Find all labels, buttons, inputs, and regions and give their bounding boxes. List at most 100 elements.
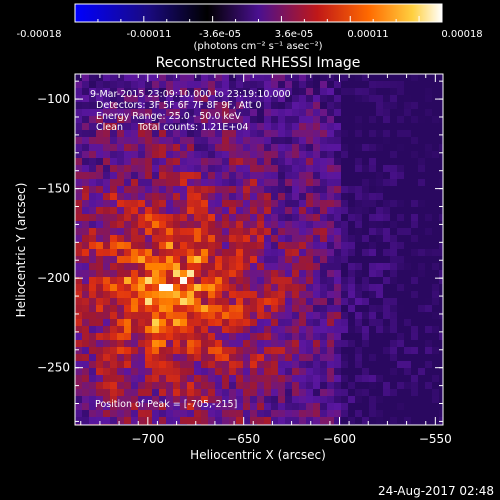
heatmap-cell (355, 284, 362, 291)
heatmap-cell (390, 417, 397, 424)
heatmap-cell (229, 158, 236, 165)
heatmap-cell (341, 326, 348, 333)
heatmap-cell (138, 410, 145, 417)
heatmap-cell (236, 340, 243, 347)
heatmap-cell (194, 270, 201, 277)
heatmap-cell (222, 403, 229, 410)
heatmap-cell (418, 403, 425, 410)
heatmap-cell (82, 81, 89, 88)
heatmap-cell (348, 256, 355, 263)
heatmap-cell (124, 102, 131, 109)
heatmap-cell (390, 298, 397, 305)
heatmap-cell (208, 200, 215, 207)
heatmap-cell (96, 410, 103, 417)
heatmap-cell (397, 165, 404, 172)
heatmap-cell (124, 375, 131, 382)
heatmap-cell (117, 347, 124, 354)
heatmap-cell (418, 165, 425, 172)
heatmap-cell (432, 298, 439, 305)
heatmap-cell (75, 214, 82, 221)
heatmap-cell (397, 389, 404, 396)
heatmap-cell (439, 396, 443, 403)
heatmap-cell (355, 340, 362, 347)
heatmap-cell (236, 102, 243, 109)
heatmap-cell (222, 102, 229, 109)
heatmap-cell (187, 249, 194, 256)
heatmap-cell (138, 263, 145, 270)
heatmap-cell (397, 81, 404, 88)
heatmap-cell (439, 200, 443, 207)
heatmap-cell (243, 326, 250, 333)
heatmap-cell (355, 123, 362, 130)
heatmap-cell (299, 361, 306, 368)
heatmap-cell (425, 326, 432, 333)
heatmap-cell (425, 263, 432, 270)
heatmap-cell (152, 193, 159, 200)
heatmap-cell (292, 396, 299, 403)
heatmap-cell (362, 235, 369, 242)
heatmap-cell (187, 305, 194, 312)
heatmap-cell (194, 249, 201, 256)
heatmap-cell (425, 193, 432, 200)
heatmap-cell (89, 88, 96, 95)
heatmap-cell (299, 200, 306, 207)
heatmap-cell (404, 305, 411, 312)
heatmap-cell (173, 382, 180, 389)
heatmap-cell (201, 228, 208, 235)
heatmap-cell (425, 361, 432, 368)
heatmap-cell (173, 347, 180, 354)
heatmap-cell (404, 214, 411, 221)
heatmap-cell (89, 396, 96, 403)
heatmap-cell (404, 347, 411, 354)
heatmap-cell (362, 193, 369, 200)
heatmap-cell (131, 375, 138, 382)
heatmap-cell (306, 249, 313, 256)
heatmap-cell (117, 417, 124, 424)
heatmap-cell (376, 207, 383, 214)
heatmap-cell (425, 102, 432, 109)
heatmap-cell (96, 417, 103, 424)
heatmap-cell (166, 382, 173, 389)
heatmap-cell (362, 256, 369, 263)
heatmap-cell (75, 74, 82, 81)
heatmap-cell (376, 242, 383, 249)
heatmap-cell (194, 382, 201, 389)
heatmap-cell (166, 116, 173, 123)
heatmap-cell (411, 298, 418, 305)
heatmap-cell (152, 137, 159, 144)
heatmap-cell (145, 95, 152, 102)
heatmap-cell (264, 158, 271, 165)
heatmap-cell (439, 291, 443, 298)
heatmap-cell (376, 144, 383, 151)
heatmap-cell (243, 158, 250, 165)
heatmap-cell (341, 333, 348, 340)
heatmap-cell (243, 410, 250, 417)
heatmap-cell (222, 326, 229, 333)
heatmap-cell (243, 179, 250, 186)
heatmap-cell (243, 298, 250, 305)
heatmap-cell (362, 410, 369, 417)
heatmap-cell (264, 249, 271, 256)
heatmap-cell (271, 165, 278, 172)
heatmap-cell (96, 249, 103, 256)
heatmap-cell (376, 95, 383, 102)
heatmap-cell (124, 200, 131, 207)
heatmap-cell (96, 298, 103, 305)
heatmap-cell (138, 291, 145, 298)
heatmap-cell (145, 186, 152, 193)
heatmap-cell (425, 151, 432, 158)
heatmap-cell (152, 319, 159, 326)
heatmap-cell (320, 130, 327, 137)
heatmap-cell (264, 207, 271, 214)
heatmap-cell (355, 263, 362, 270)
heatmap-cell (187, 179, 194, 186)
heatmap-cell (285, 179, 292, 186)
heatmap-cell (138, 88, 145, 95)
heatmap-cell (166, 207, 173, 214)
heatmap-cell (250, 102, 257, 109)
heatmap-cell (271, 417, 278, 424)
heatmap-cell (292, 95, 299, 102)
heatmap-cell (89, 347, 96, 354)
heatmap-cell (117, 368, 124, 375)
heatmap-cell (131, 165, 138, 172)
